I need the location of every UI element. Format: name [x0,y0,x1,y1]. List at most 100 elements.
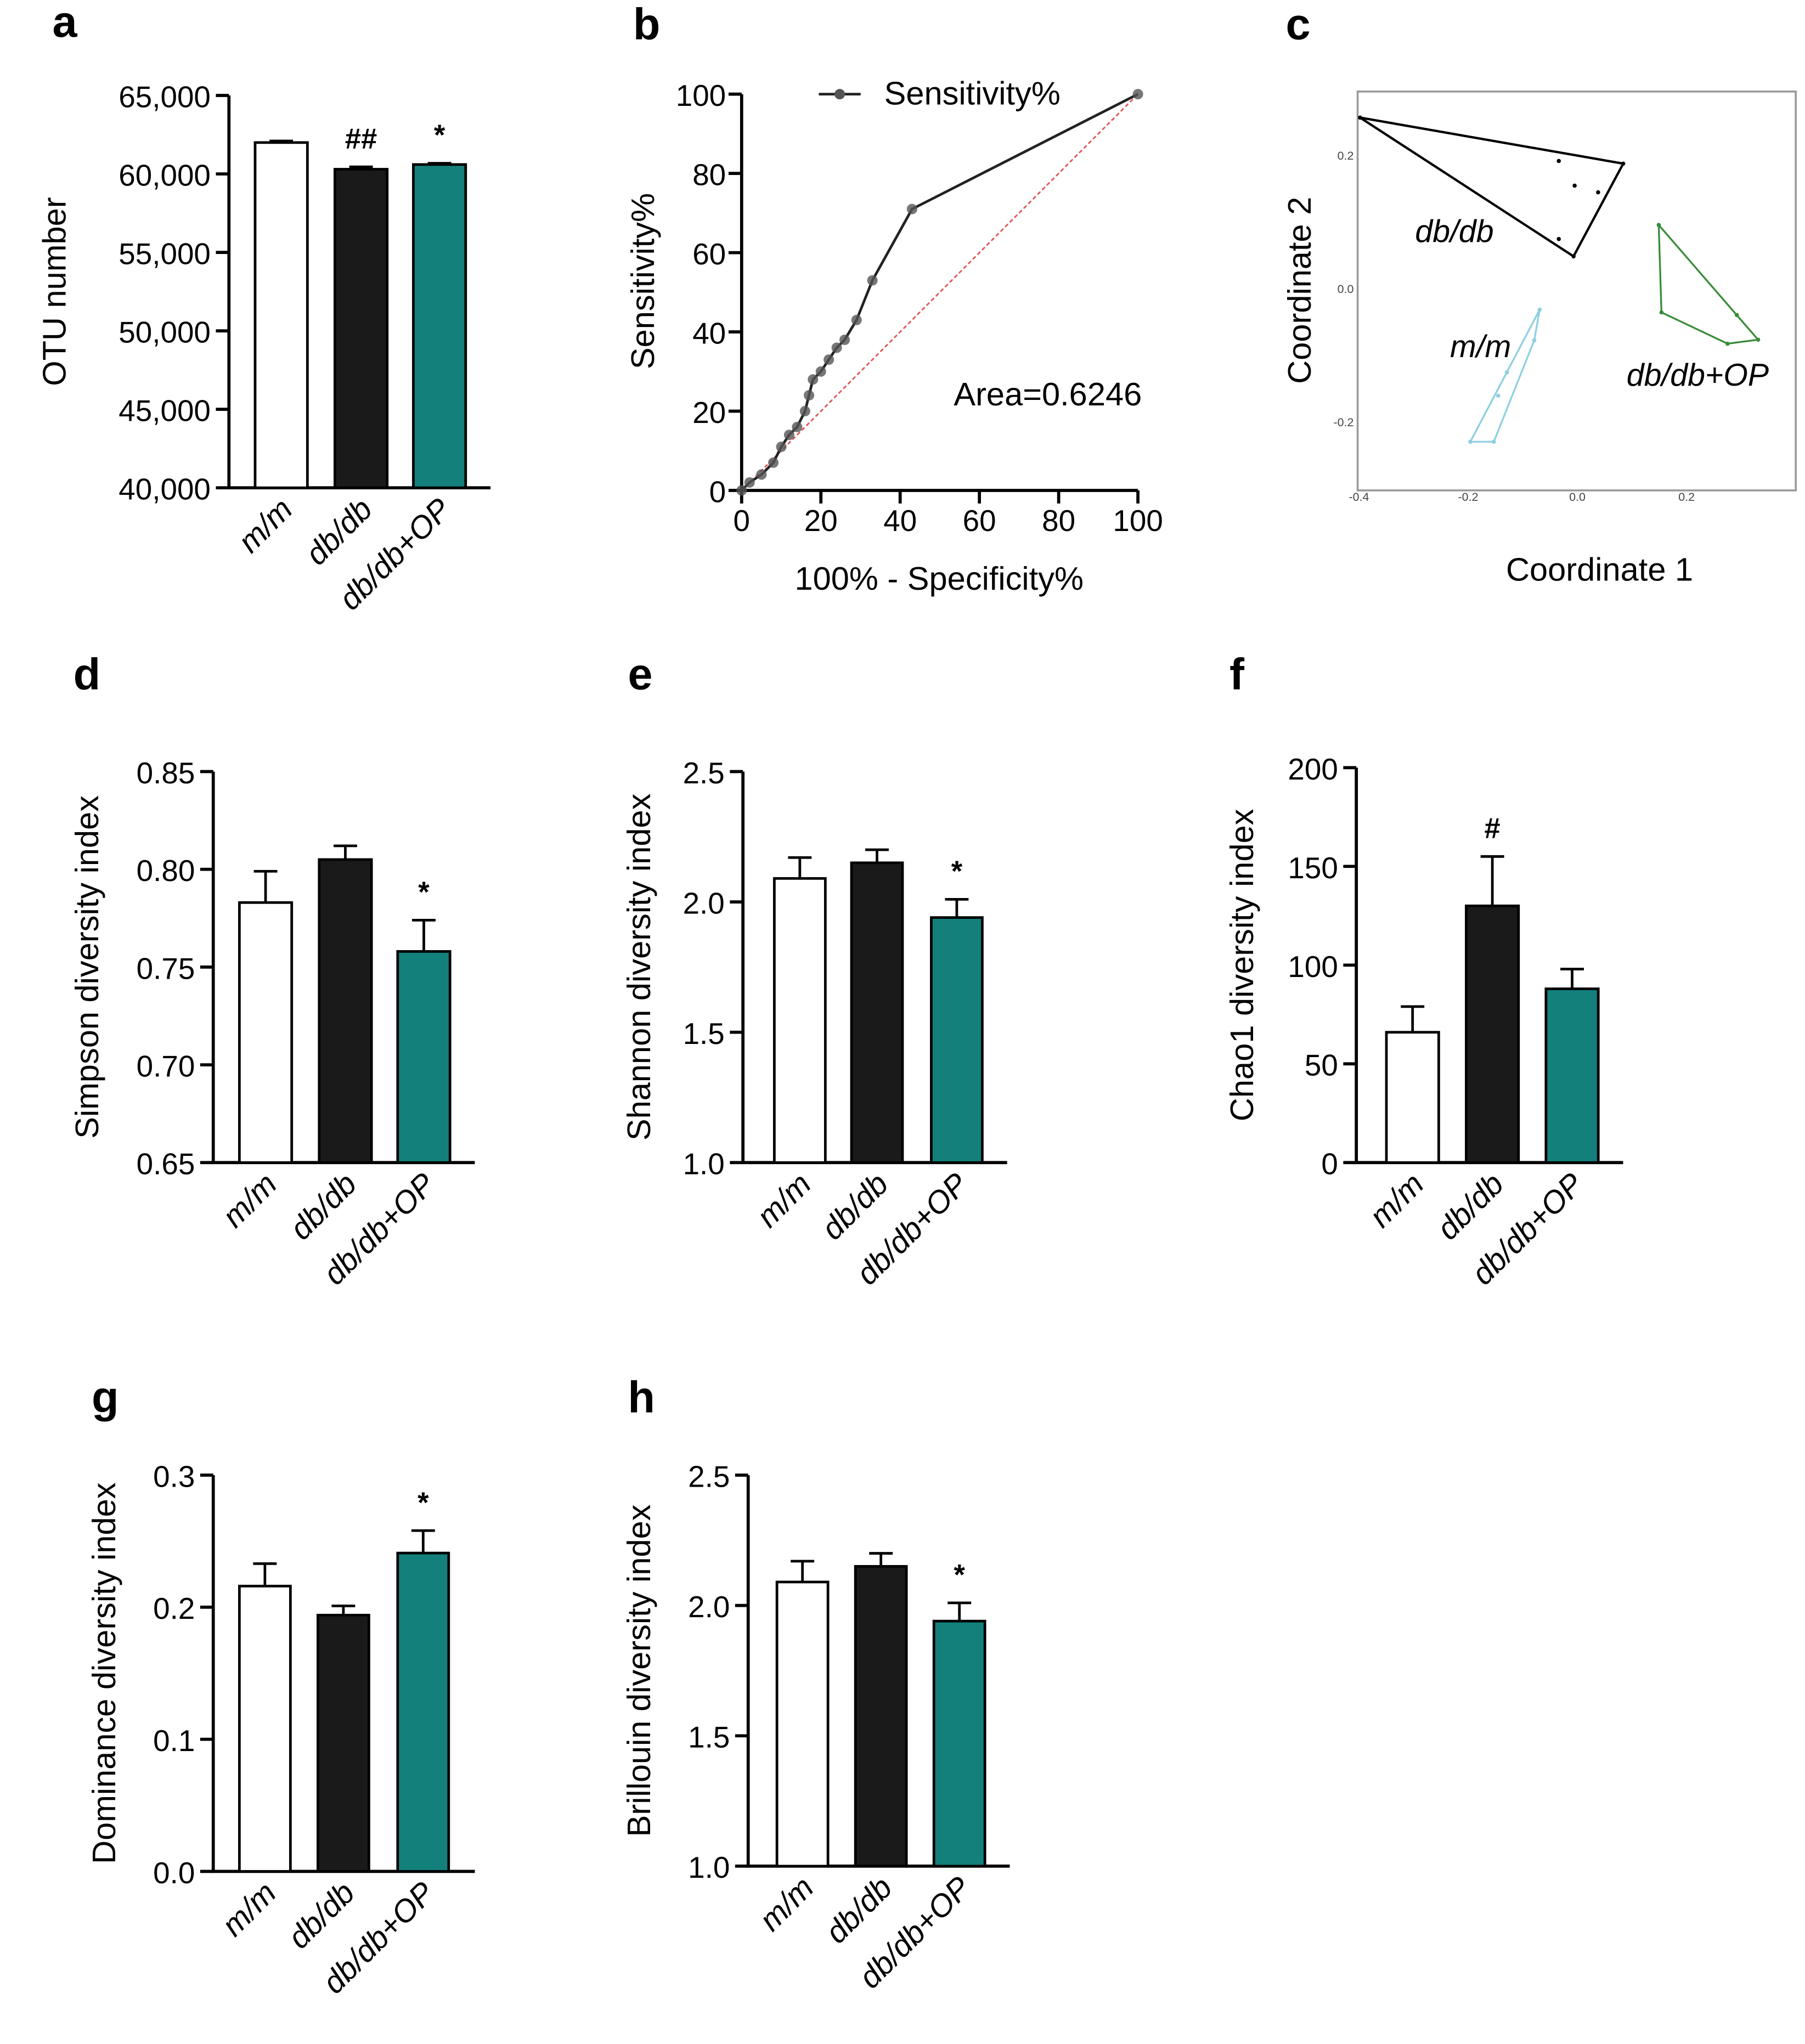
sample-point [1491,439,1496,444]
y-tick-label: 0.1 [153,1724,195,1758]
y-axis-title: Simpson diversity index [69,795,105,1139]
y-tick-label: 0.75 [137,951,195,985]
y-tick-label: 0.0 [153,1856,195,1890]
roc-point [783,430,794,441]
bar-dbdbOP [930,916,984,1164]
significance-mark: # [1485,813,1501,845]
roc-point [804,390,815,401]
significance-mark: * [418,877,430,908]
y-tick-label: 0.3 [153,1459,195,1493]
bar-dbdbOP [1544,987,1600,1164]
bar-dbdb [317,1613,370,1873]
roc-point [1132,89,1143,100]
x-axis-title: Coordinate 1 [1506,551,1693,588]
significance-mark: * [954,1559,965,1591]
panel-letter-h: h [628,1373,655,1422]
y-tick-label: 1.0 [688,1850,730,1884]
y-tick-label: 1.0 [683,1147,725,1181]
y-tick-label: 40 [692,316,726,350]
x-tick-label: 80 [1042,504,1075,538]
y-tick-label: 200 [1288,752,1338,786]
y-tick-label: 60 [692,237,726,271]
x-tick-label: 40 [883,504,917,538]
y-tick-label: 2.5 [688,1459,730,1493]
y-tick-label: 65,000 [119,80,211,114]
y-tick-label: 1.5 [688,1720,730,1754]
bar-mm [238,1584,292,1873]
y-tick-label: 2.5 [683,756,725,790]
y-tick-label: 0.70 [137,1049,195,1083]
sample-point [1532,338,1537,343]
sample-point [1571,254,1576,259]
y-tick-label: 80 [692,158,726,192]
sample-point [1556,236,1561,241]
roc-point [839,334,850,346]
panel-letter-f: f [1229,650,1245,699]
roc-point [756,469,767,480]
y-tick-label: 100 [1288,950,1338,984]
y-tick-label: 150 [1288,851,1338,885]
bar-mm [772,877,827,1164]
sample-point [1504,370,1509,375]
y-tick-label: 50,000 [119,315,211,349]
roc-point [799,405,810,417]
panel-letter-a: a [52,0,77,47]
y-axis-title: Coordinate 2 [1281,197,1318,384]
x-category-label: m/m [215,1875,283,1943]
y-tick-label: 60,000 [119,159,211,193]
y-axis-title: Dominance diversity index [86,1482,122,1864]
x-tick-label: -0.4 [1349,490,1369,504]
reference-line [741,93,1139,491]
roc-line [741,93,1139,492]
sample-point [1725,341,1730,346]
y-tick-label: 50 [1305,1048,1338,1082]
roc-point [823,354,834,365]
y-tick-label: 0.65 [137,1147,195,1181]
sample-point [1621,161,1626,166]
y-tick-label: 2.0 [683,887,725,921]
y-tick-label: 0.0 [1338,283,1354,296]
y-tick-label: 0 [709,475,726,509]
panel-letter-c: c [1285,0,1310,49]
y-axis-title: Shannon diversity index [621,793,657,1140]
roc-point [851,314,862,325]
roc-point [831,342,842,353]
significance-mark: ## [345,123,377,155]
x-tick-label: -0.2 [1458,490,1479,504]
roc-point [736,485,747,496]
roc-point [808,374,819,385]
bar-dbdb [1465,904,1520,1164]
auc-annotation: Area=0.6246 [954,376,1142,413]
bar-mm [775,1580,830,1868]
x-category-label: m/m [216,1166,284,1234]
y-tick-label: 1.5 [683,1017,725,1051]
y-tick-label: 0.80 [137,854,195,888]
sample-point [1572,183,1577,188]
sample-point [1556,159,1561,163]
y-axis-title: Chao1 diversity index [1223,809,1260,1121]
x-category-label: m/m [753,1870,821,1938]
sample-point [1756,337,1761,342]
y-axis-title: Brillouin diversity index [621,1504,657,1837]
y-tick-label: 55,000 [119,237,211,271]
roc-point [792,421,803,432]
roc-point [906,204,917,214]
x-tick-label: 60 [963,504,996,538]
roc-point [776,441,787,453]
panel-letter-e: e [628,650,652,699]
group-label: db/db+OP [1627,358,1769,393]
y-tick-label: 40,000 [119,472,211,506]
x-axis-title: 100% - Specificity% [794,560,1084,597]
y-tick-label: 0.2 [153,1591,195,1625]
x-tick-label: 100 [1113,504,1163,538]
roc-point [744,477,755,488]
bar-dbdb [854,1565,908,1868]
y-tick-label: 2.0 [688,1590,730,1624]
sample-point [1659,310,1664,315]
x-tick-label: 20 [804,504,838,538]
roc-point [768,457,779,468]
sample-point [1496,393,1501,398]
y-tick-label: 0 [1321,1147,1338,1181]
significance-mark: * [434,120,445,151]
sample-point [1656,223,1661,227]
